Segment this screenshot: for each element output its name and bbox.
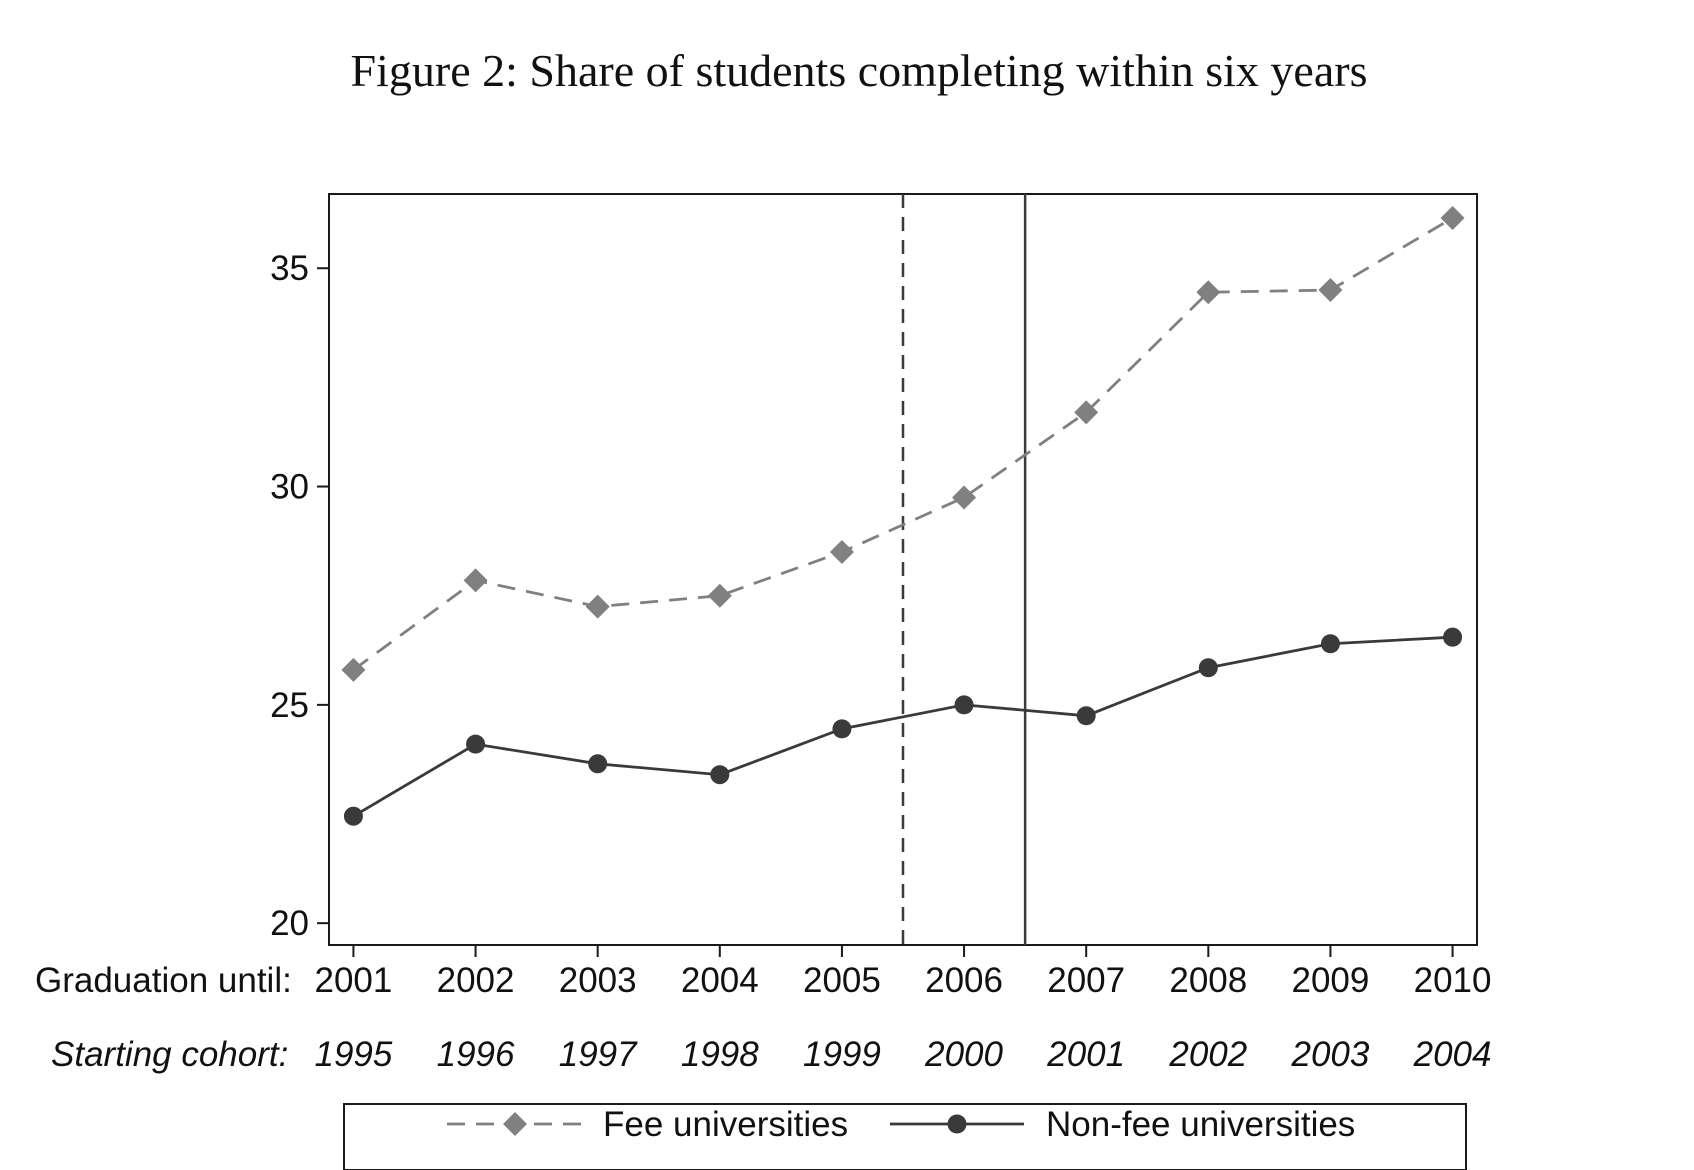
data-point [1076,706,1096,726]
x-tick-label-graduation: 2007 [1047,961,1125,1000]
x-tick-label-graduation: 2003 [559,961,637,1000]
data-point [832,719,852,739]
series-fee-universities [341,206,1465,682]
series-non-fee-universities [343,627,1463,826]
x-axis: 2001 1995 2002 1996 2003 1997 2004 1998 2005 1999… [314,945,1492,1074]
legend-label: Fee universities [603,1105,848,1144]
y-tick-label: 20 [270,904,309,943]
x-tick-label-cohort: 1997 [559,1035,638,1074]
legend-label: Non-fee universities [1046,1105,1355,1144]
x-tick-label-cohort: 2002 [1168,1035,1247,1074]
data-point [707,583,732,608]
x-tick-label-graduation: 2001 [314,961,392,1000]
legend-marker [947,1114,967,1134]
x-tick-label-cohort: 1996 [437,1035,515,1074]
data-point [466,734,486,754]
legend-box [343,1103,1467,1170]
legend-item: Non-fee universities [890,1105,1355,1144]
x-tick-label-cohort: 1998 [681,1035,759,1074]
x-tick-label-graduation: 2002 [437,961,515,1000]
data-point [829,540,854,565]
series-line [352,635,1453,818]
series-line [352,216,1454,672]
x-tick-label-graduation: 2005 [803,961,881,1000]
data-point [463,568,488,593]
x-tick-label-graduation: 2006 [925,961,1003,1000]
y-tick-label: 25 [270,686,309,725]
data-point [1198,658,1218,678]
reference-lines [901,194,1027,945]
x-tick-label-graduation: 2004 [681,961,759,1000]
chart-title: Figure 2: Share of students completing w… [351,45,1368,96]
data-point [1440,206,1465,231]
x-tick-label-graduation: 2008 [1169,961,1247,1000]
legend: Fee universities Non-fee universities [343,1103,1467,1170]
x-tick-label-cohort: 2004 [1413,1035,1492,1074]
x-tick-label-cohort: 1999 [803,1035,881,1074]
data-point [1196,280,1221,305]
data-point [341,657,366,682]
y-tick-label: 30 [270,468,309,507]
x-tick-label-cohort: 2001 [1046,1035,1125,1074]
data-point [710,765,730,785]
legend-item: Fee universities [447,1105,848,1144]
x-tick-label-graduation: 2009 [1292,961,1370,1000]
data-point [1318,278,1343,303]
data-point [1320,634,1340,654]
x-tick-label-cohort: 2000 [924,1035,1003,1074]
data-point [954,695,974,715]
data-point [952,485,977,510]
y-axis: 20 25 30 35 [270,249,329,943]
series-group [341,206,1465,826]
cohort-row-label: Starting cohort: [51,1035,288,1074]
legend-marker [503,1112,527,1136]
data-point [1443,627,1463,647]
data-point [343,806,363,826]
x-tick-label-cohort: 1995 [314,1035,392,1074]
data-point [585,594,610,619]
y-tick-label: 35 [270,249,309,288]
x-tick-label-cohort: 2003 [1291,1035,1370,1074]
graduation-row-label: Graduation until: [35,961,292,1000]
data-point [1074,400,1099,425]
x-tick-label-graduation: 2010 [1414,961,1492,1000]
data-point [588,754,608,774]
